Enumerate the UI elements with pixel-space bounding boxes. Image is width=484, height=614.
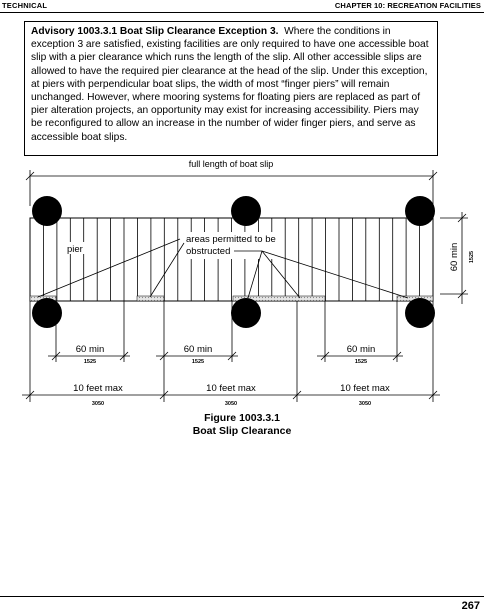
pier-outline (29, 217, 434, 302)
footer-rule (0, 596, 484, 597)
vertical-60min-dimension (440, 212, 468, 304)
dim-10ft-3-label: 10 feet max (340, 383, 390, 394)
full-length-dimension (25, 170, 438, 206)
pile-bottom-right (405, 298, 435, 328)
header-left-text: TECHNICAL (2, 1, 48, 10)
dim-60min-3-metric: 1525 (355, 359, 367, 365)
advisory-box: Advisory 1003.3.1 Boat Slip Clearance Ex… (24, 21, 438, 156)
pile-top-middle (231, 196, 261, 226)
areas-label-line2: obstructed (186, 246, 230, 257)
vertical-60min-label: 60 min (449, 243, 460, 272)
dim-10ft-1-label: 10 feet max (73, 383, 123, 394)
header-rule (0, 12, 484, 13)
pile-bottom-middle (231, 298, 261, 328)
figure-number: Figure 1003.3.1 (204, 412, 280, 424)
dim-60min-2-metric: 1525 (192, 359, 204, 365)
pile-top-right (405, 196, 435, 226)
full-length-label: full length of boat slip (189, 160, 274, 169)
pier-label: pier (67, 244, 83, 255)
mooring-piles (32, 196, 435, 328)
header-right-text: CHAPTER 10: RECREATION FACILITIES (334, 1, 481, 10)
dims-60min (48, 301, 403, 362)
dim-10ft-2-label: 10 feet max (206, 383, 256, 394)
boat-slip-figure: full length of boat slip pier areas perm… (22, 160, 475, 407)
dim-60min-1-metric: 1525 (84, 359, 96, 365)
pile-bottom-left (32, 298, 62, 328)
leader-lines (37, 238, 409, 299)
dim-60min-3-label: 60 min (347, 344, 376, 355)
areas-label-line1: areas permitted to be (186, 234, 276, 245)
advisory-body: Where the conditions in exception 3 are … (31, 26, 429, 143)
vertical-1525-label: 1525 (469, 251, 475, 263)
dim-60min-1-label: 60 min (76, 344, 105, 355)
dim-60min-2-label: 60 min (184, 344, 213, 355)
running-header: TECHNICAL CHAPTER 10: RECREATION FACILIT… (0, 0, 484, 14)
advisory-title: Advisory 1003.3.1 Boat Slip Clearance Ex… (31, 26, 279, 37)
pile-top-left (32, 196, 62, 226)
dim-10ft-3-metric: 3050 (359, 401, 371, 407)
dims-10ft (22, 301, 440, 402)
figure-title: Boat Slip Clearance (192, 425, 292, 437)
page-number: 267 (461, 600, 480, 612)
figure-caption: Figure 1003.3.1 Boat Slip Clearance (0, 412, 484, 438)
obstructed-areas (29, 295, 434, 302)
dim-10ft-2-metric: 3050 (225, 401, 237, 407)
finger-pier-slats (43, 218, 421, 301)
dim-10ft-1-metric: 3050 (92, 401, 104, 407)
